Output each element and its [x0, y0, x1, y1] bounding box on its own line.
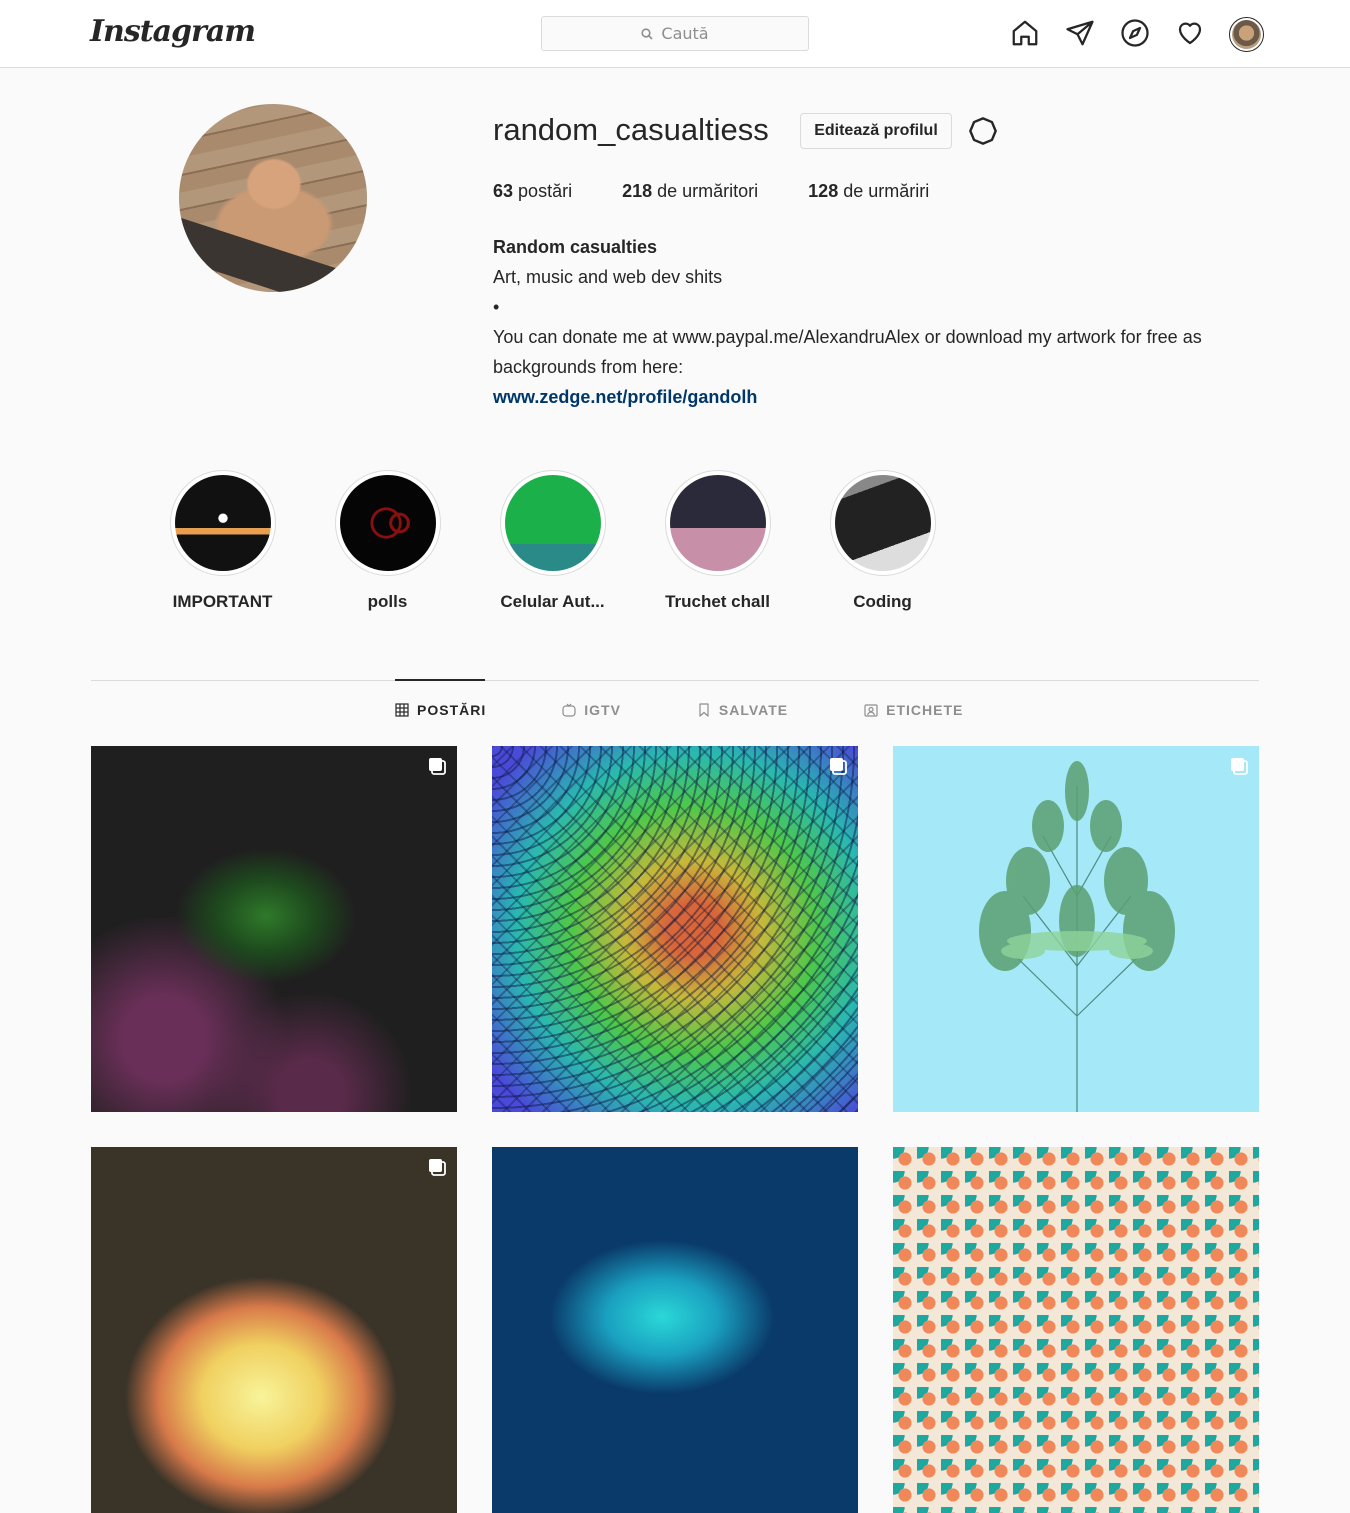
highlight-label: polls [368, 592, 408, 612]
highlight-label: IMPORTANT [173, 592, 273, 612]
home-icon[interactable] [1009, 17, 1041, 49]
active-tab-indicator [395, 679, 485, 681]
posts-grid [91, 746, 1259, 1513]
profile-avatar-nav[interactable] [1229, 17, 1264, 52]
highlight-item[interactable]: Celular Aut... [470, 470, 635, 612]
post-thumbnail[interactable] [91, 1147, 457, 1513]
bio-line: • [493, 292, 1263, 322]
profile-picture[interactable] [179, 104, 367, 292]
edit-profile-button[interactable]: Editează profilul [800, 113, 952, 149]
top-navigation-bar: Instagram Caută [0, 0, 1350, 68]
tab-saved[interactable]: SALVATE [697, 702, 788, 718]
activity-heart-icon[interactable] [1174, 17, 1206, 49]
tab-posts[interactable]: POSTĂRI [395, 702, 486, 718]
highlight-item[interactable]: Coding [800, 470, 965, 612]
bio-line: Art, music and web dev shits [493, 262, 1263, 292]
profile-username: random_casualtiess [493, 112, 769, 148]
highlight-item[interactable]: polls [305, 470, 470, 612]
settings-gear-icon[interactable] [966, 114, 1000, 148]
post-thumbnail[interactable] [91, 746, 457, 1112]
post-thumbnail[interactable] [492, 1147, 858, 1513]
grid-icon [395, 703, 409, 717]
igtv-icon [562, 703, 576, 717]
direct-messages-icon[interactable] [1064, 17, 1096, 49]
explore-compass-icon[interactable] [1119, 17, 1151, 49]
profile-bio: Random casualties Art, music and web dev… [493, 232, 1263, 412]
fern-fractal-illustration [893, 746, 1259, 1112]
posts-count: 63 postări [493, 181, 572, 202]
highlight-label: Coding [853, 592, 912, 612]
profile-stats: 63 postări 218 de urmăritori 128 de urmă… [493, 181, 979, 202]
tagged-person-icon [864, 703, 878, 717]
tab-tagged[interactable]: ETICHETE [864, 702, 963, 718]
bio-line: You can donate me at www.paypal.me/Alexa… [493, 322, 1263, 382]
search-input[interactable]: Caută [541, 16, 809, 51]
carousel-icon [1229, 756, 1249, 776]
highlight-label: Truchet chall [665, 592, 770, 612]
carousel-icon [427, 756, 447, 776]
bio-external-link[interactable]: www.zedge.net/profile/gandolh [493, 387, 757, 407]
highlight-item[interactable]: Truchet chall [635, 470, 800, 612]
post-thumbnail[interactable] [492, 746, 858, 1112]
followers-count[interactable]: 218 de urmăritori [622, 181, 758, 202]
bookmark-icon [697, 703, 711, 717]
carousel-icon [828, 756, 848, 776]
story-highlights: IMPORTANT polls Celular Aut... Truchet c… [140, 470, 965, 612]
following-count[interactable]: 128 de urmăriri [808, 181, 929, 202]
instagram-logo[interactable]: Instagram [90, 14, 255, 49]
tabs-divider [91, 680, 1259, 681]
profile-tabs: POSTĂRI IGTV SALVATE ETICHETE [395, 702, 1039, 718]
highlight-item[interactable]: IMPORTANT [140, 470, 305, 612]
search-icon [641, 28, 653, 40]
bio-display-name: Random casualties [493, 232, 1263, 262]
search-placeholder: Caută [661, 24, 708, 43]
post-thumbnail[interactable] [893, 1147, 1259, 1513]
tab-igtv[interactable]: IGTV [562, 702, 621, 718]
post-thumbnail[interactable] [893, 746, 1259, 1112]
carousel-icon [427, 1157, 447, 1177]
highlight-label: Celular Aut... [500, 592, 604, 612]
